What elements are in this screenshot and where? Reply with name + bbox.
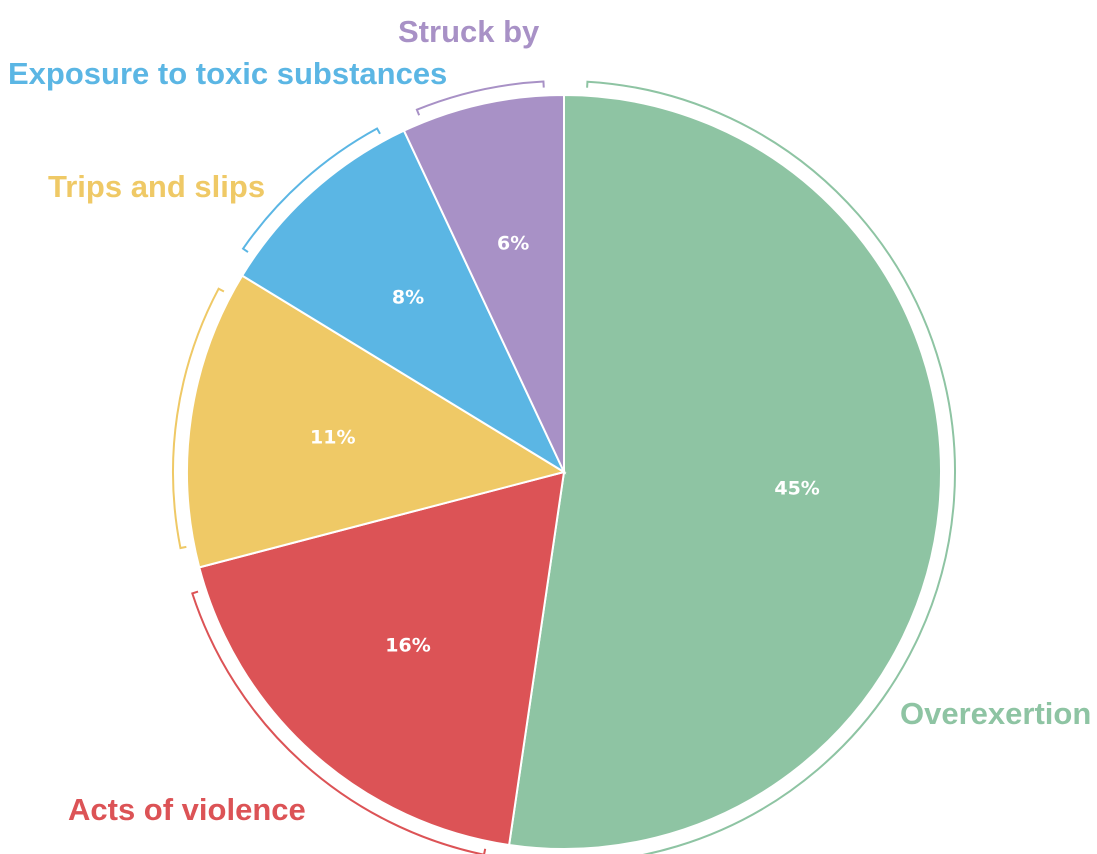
- label-bracket-trips-and-slips: [172, 287, 225, 550]
- label-bracket-overexertion: [586, 80, 956, 854]
- pie-slice-struck-by: [402, 93, 565, 473]
- category-label-struck-by: Struck by: [398, 14, 540, 49]
- pie-slice-overexertion: [507, 93, 942, 850]
- slice-value-label-overexertion: 45%: [774, 478, 819, 500]
- category-label-trips-and-slips: Trips and slips: [48, 169, 265, 204]
- category-label-exposure-to-toxic-substances: Exposure to toxic substances: [8, 56, 447, 91]
- label-brackets: [172, 80, 956, 854]
- slice-value-label-acts-of-violence: 16%: [385, 635, 430, 657]
- label-bracket-struck-by: [415, 80, 545, 116]
- slice-value-label-struck-by: 6%: [497, 232, 529, 254]
- slice-value-label-trips-and-slips: 11%: [310, 426, 355, 448]
- label-bracket-acts-of-violence: [191, 590, 487, 854]
- category-label-overexertion: Overexertion: [900, 696, 1091, 731]
- category-labels: Overexertion Acts of violence Trips and …: [8, 14, 1091, 827]
- pie-slice-trips-and-slips: [186, 274, 567, 569]
- category-label-acts-of-violence: Acts of violence: [68, 792, 306, 827]
- slice-value-label-exposure-to-toxic-substances: 8%: [392, 286, 424, 308]
- pie-slice-exposure-to-toxic-substances: [240, 129, 567, 475]
- percent-labels: 45% 16% 11% 8% 6%: [310, 232, 820, 656]
- pie-slice-acts-of-violence: [198, 470, 566, 847]
- label-bracket-exposure-to-toxic-substances: [241, 127, 381, 253]
- pie-slices: [186, 93, 942, 850]
